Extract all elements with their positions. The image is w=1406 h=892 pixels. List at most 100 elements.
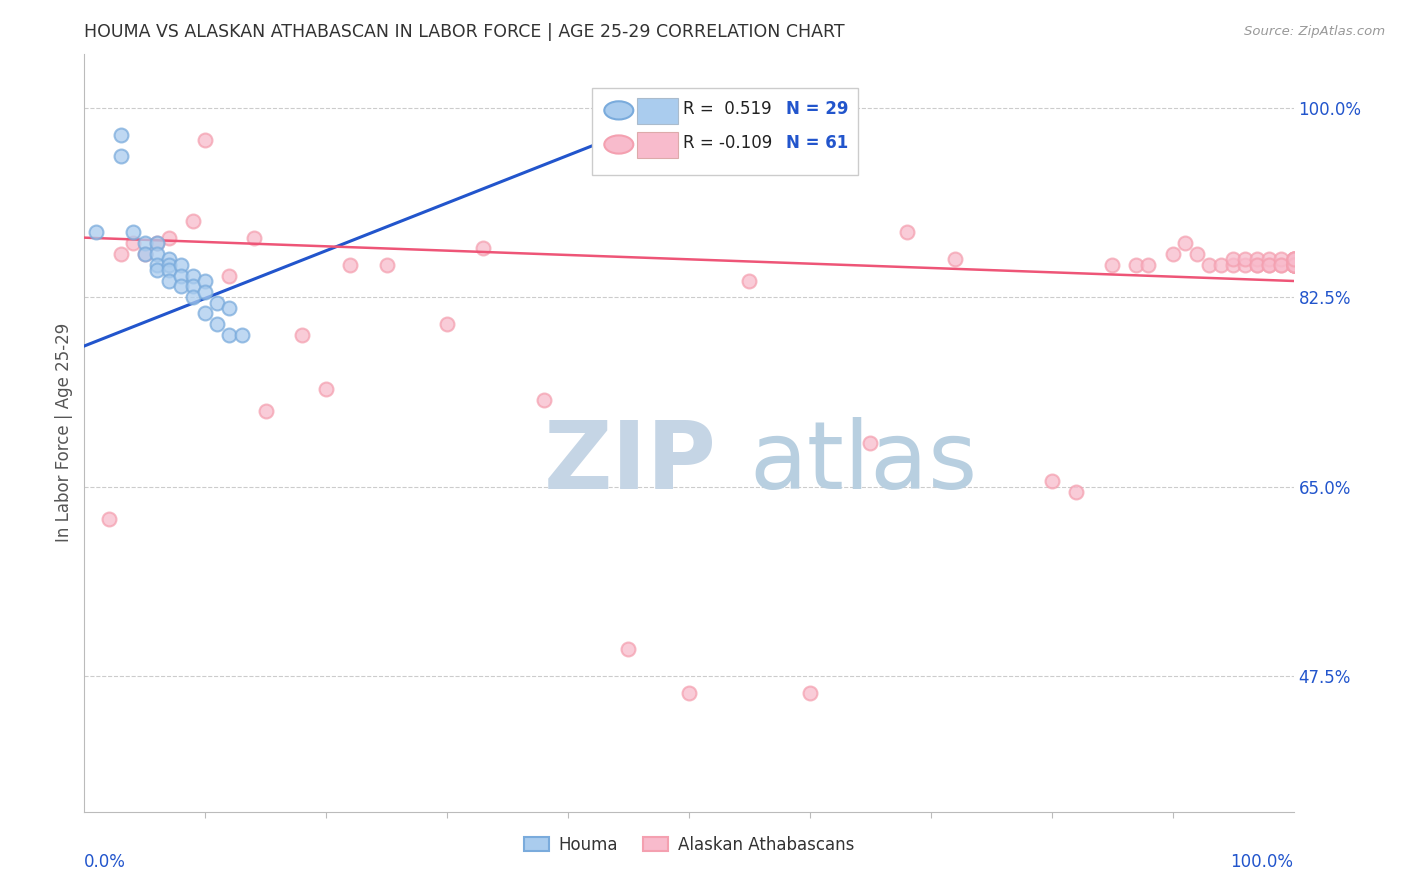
Point xyxy=(121,236,143,251)
Point xyxy=(1282,252,1305,267)
Point xyxy=(218,328,240,343)
Point xyxy=(121,225,143,239)
Point xyxy=(181,214,204,228)
Point xyxy=(231,328,253,343)
Point xyxy=(1246,258,1268,272)
Point xyxy=(1258,258,1281,272)
Point xyxy=(1246,258,1268,272)
Point xyxy=(1282,252,1305,267)
Text: HOUMA VS ALASKAN ATHABASCAN IN LABOR FORCE | AGE 25-29 CORRELATION CHART: HOUMA VS ALASKAN ATHABASCAN IN LABOR FOR… xyxy=(84,23,845,41)
FancyBboxPatch shape xyxy=(637,98,678,124)
Text: 0.0%: 0.0% xyxy=(84,854,127,871)
Point xyxy=(1209,258,1232,272)
Point xyxy=(194,285,217,299)
Point xyxy=(1040,475,1063,489)
Point xyxy=(617,642,640,657)
Point xyxy=(110,149,132,163)
Point xyxy=(146,258,169,272)
Point xyxy=(1282,258,1305,272)
Point xyxy=(218,268,240,283)
Point xyxy=(533,393,555,408)
Point xyxy=(157,263,180,277)
Point xyxy=(1282,258,1305,272)
Point xyxy=(1174,236,1197,251)
Point xyxy=(110,128,132,142)
Point xyxy=(375,258,398,272)
Point xyxy=(157,274,180,288)
Point xyxy=(170,268,193,283)
Point xyxy=(146,247,169,261)
Point xyxy=(678,685,700,699)
Point xyxy=(1198,258,1220,272)
Point xyxy=(207,318,229,332)
Point xyxy=(110,247,132,261)
Point xyxy=(1282,258,1305,272)
Point xyxy=(1185,247,1208,261)
Point xyxy=(1270,258,1292,272)
Text: ZIP: ZIP xyxy=(544,417,717,509)
Point xyxy=(86,225,108,239)
Text: N = 61: N = 61 xyxy=(786,134,848,152)
Point xyxy=(170,258,193,272)
Point xyxy=(134,236,156,251)
Point xyxy=(170,279,193,293)
Point xyxy=(436,318,458,332)
Point xyxy=(146,236,169,251)
Point xyxy=(1282,252,1305,267)
Point xyxy=(315,382,337,396)
Point xyxy=(181,279,204,293)
Point xyxy=(1234,252,1257,267)
Point xyxy=(157,252,180,267)
Point xyxy=(97,512,120,526)
Point xyxy=(181,268,204,283)
Y-axis label: In Labor Force | Age 25-29: In Labor Force | Age 25-29 xyxy=(55,323,73,542)
Legend: Houma, Alaskan Athabascans: Houma, Alaskan Athabascans xyxy=(517,829,860,860)
Point xyxy=(1222,258,1244,272)
Point xyxy=(1282,258,1305,272)
Point xyxy=(339,258,361,272)
Point xyxy=(1234,258,1257,272)
Point xyxy=(157,230,180,244)
Point xyxy=(1137,258,1160,272)
Point xyxy=(134,247,156,261)
Text: 100.0%: 100.0% xyxy=(1230,854,1294,871)
Point xyxy=(738,274,761,288)
Point xyxy=(1246,252,1268,267)
Point xyxy=(1282,258,1305,272)
Point xyxy=(181,290,204,304)
Text: atlas: atlas xyxy=(749,417,977,509)
Point xyxy=(1064,485,1087,500)
Point xyxy=(242,230,264,244)
Point xyxy=(1222,252,1244,267)
Text: N = 29: N = 29 xyxy=(786,100,848,118)
Point xyxy=(859,436,882,450)
Point xyxy=(157,258,180,272)
Text: R = -0.109: R = -0.109 xyxy=(683,134,772,152)
Point xyxy=(134,247,156,261)
Circle shape xyxy=(605,102,633,120)
Point xyxy=(146,236,169,251)
Point xyxy=(194,306,217,320)
Point xyxy=(678,101,700,115)
Text: Source: ZipAtlas.com: Source: ZipAtlas.com xyxy=(1244,25,1385,38)
Point xyxy=(1282,252,1305,267)
Point xyxy=(1282,258,1305,272)
Point xyxy=(1125,258,1147,272)
Point xyxy=(1270,252,1292,267)
Point xyxy=(254,404,277,418)
Point xyxy=(1161,247,1184,261)
Point xyxy=(1270,258,1292,272)
Point xyxy=(218,301,240,315)
Point xyxy=(472,242,495,256)
Point xyxy=(1282,258,1305,272)
Point xyxy=(1258,252,1281,267)
Point xyxy=(146,263,169,277)
Point xyxy=(194,274,217,288)
Point xyxy=(1101,258,1123,272)
FancyBboxPatch shape xyxy=(637,132,678,158)
FancyBboxPatch shape xyxy=(592,87,858,175)
Circle shape xyxy=(605,136,633,153)
Point xyxy=(943,252,966,267)
Text: R =  0.519: R = 0.519 xyxy=(683,100,772,118)
Point xyxy=(291,328,314,343)
